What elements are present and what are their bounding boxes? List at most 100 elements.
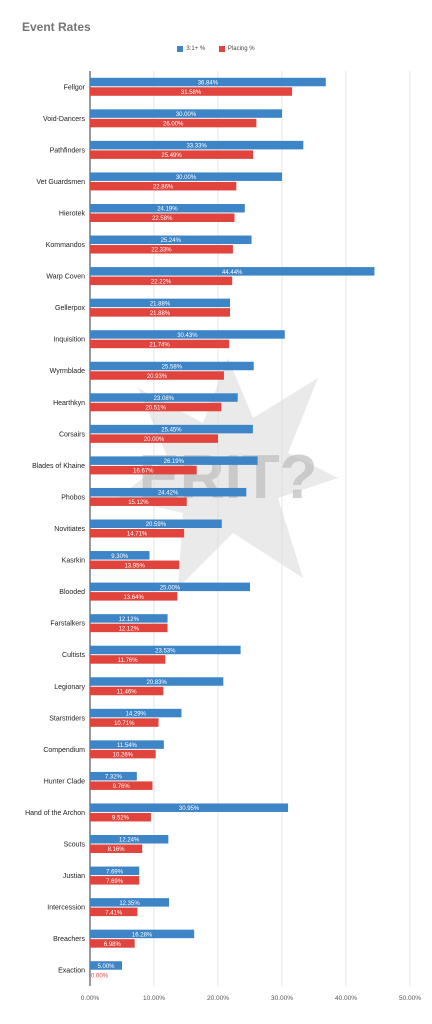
- legend-label: Placing %: [227, 46, 255, 52]
- data-label: 21.88%: [150, 301, 171, 307]
- bar: [90, 876, 140, 885]
- bar: [90, 740, 164, 749]
- bar: [90, 560, 180, 570]
- bar: [90, 623, 168, 633]
- data-label: 30.43%: [177, 333, 198, 339]
- bar: [90, 150, 254, 159]
- data-label: 25.49%: [161, 153, 182, 159]
- category-label: Inquisition: [53, 337, 85, 344]
- bar: [90, 424, 253, 434]
- bar: [90, 582, 250, 592]
- data-label: 13.64%: [123, 595, 144, 601]
- bar: [90, 298, 231, 308]
- bar: [90, 308, 231, 317]
- data-label: 24.42%: [158, 491, 179, 497]
- category-label: Scouts: [64, 842, 86, 849]
- bar: [90, 87, 293, 96]
- category-label: Gellerpox: [55, 305, 85, 312]
- category-label: Phobos: [61, 494, 85, 501]
- bar: [90, 393, 238, 402]
- category-label: Wyrmblade: [50, 368, 85, 375]
- bar: [90, 961, 122, 970]
- bar: [90, 929, 195, 939]
- data-label: 21.88%: [150, 311, 171, 317]
- data-label: 11.46%: [117, 689, 138, 695]
- bar: [90, 109, 282, 118]
- legend-item-series-1[interactable]: 3:1+ %: [177, 46, 205, 52]
- data-label: 14.29%: [126, 712, 147, 718]
- category-label: Corsairs: [59, 431, 86, 438]
- x-tick-label: 50.00%: [399, 995, 421, 1002]
- data-label: 9.76%: [113, 784, 131, 790]
- data-label: 6.98%: [104, 942, 122, 948]
- legend-item-series-2[interactable]: Placing %: [218, 46, 255, 52]
- category-label: Pathfinders: [50, 147, 86, 154]
- bar: [90, 708, 182, 718]
- data-label: 20.51%: [145, 405, 166, 411]
- data-label: 7.69%: [106, 869, 124, 875]
- x-tick-label: 20.00%: [207, 995, 229, 1002]
- category-label: Farstalkers: [50, 621, 85, 628]
- category-label: Hierotek: [59, 210, 86, 217]
- bar: [90, 677, 224, 686]
- chart-title: Event Rates: [22, 20, 91, 34]
- data-label: 12.35%: [119, 901, 140, 907]
- data-label: 16.28%: [132, 932, 153, 938]
- data-label: 31.58%: [181, 90, 202, 96]
- data-label: 9.30%: [111, 554, 129, 560]
- category-label: Kommandos: [46, 242, 86, 249]
- bar: [90, 497, 187, 506]
- chart-legend: 3:1+ % Placing %: [0, 46, 432, 54]
- data-label: 23.53%: [155, 648, 176, 654]
- bar: [90, 213, 235, 222]
- bar: [90, 771, 137, 781]
- bar: [90, 77, 326, 87]
- data-label: 12.12%: [119, 626, 140, 632]
- data-label: 11.54%: [117, 743, 138, 749]
- data-label: 22.33%: [151, 248, 172, 254]
- category-label: Novitiates: [54, 526, 85, 533]
- legend-swatch-blue: [177, 46, 184, 52]
- data-label: 12.12%: [119, 617, 140, 623]
- bar: [90, 614, 168, 623]
- data-label: 30.00%: [176, 112, 197, 118]
- data-label: 26.00%: [163, 122, 184, 128]
- bar: [90, 172, 282, 181]
- bar: [90, 655, 166, 664]
- data-label: 20.83%: [146, 680, 167, 686]
- data-label: 20.00%: [144, 437, 165, 443]
- bar: [90, 907, 138, 917]
- data-label: 22.86%: [153, 185, 174, 191]
- bar: [90, 456, 258, 465]
- bar: [90, 781, 153, 790]
- data-label: 12.24%: [119, 838, 140, 844]
- bar: [90, 371, 224, 380]
- legend-swatch-red: [218, 46, 225, 52]
- data-label: 25.45%: [161, 428, 182, 434]
- bar: [90, 267, 375, 276]
- data-label: 33.33%: [186, 144, 207, 150]
- category-label: Warp Coven: [46, 274, 85, 281]
- bar: [90, 487, 247, 497]
- data-label: 22.58%: [152, 216, 173, 222]
- bar: [90, 686, 164, 696]
- bar: [90, 645, 241, 655]
- data-label: 13.95%: [124, 563, 145, 569]
- data-label: 7.32%: [105, 775, 123, 781]
- data-label: 10.26%: [113, 753, 134, 759]
- bar: [90, 835, 169, 844]
- category-label: Hand of the Archon: [25, 810, 85, 817]
- bar: [90, 844, 143, 854]
- category-label: Compendium: [43, 747, 85, 754]
- data-label: 23.08%: [154, 396, 175, 402]
- data-label: 14.71%: [127, 532, 148, 538]
- category-label: Justian: [63, 873, 85, 880]
- category-label: Legionary: [54, 684, 85, 691]
- bar: [90, 803, 289, 812]
- category-label: Hunter Clade: [44, 778, 85, 785]
- bar: [90, 402, 222, 412]
- data-label: 26.19%: [164, 459, 185, 465]
- bar: [90, 330, 285, 339]
- category-label: Breachers: [53, 936, 85, 943]
